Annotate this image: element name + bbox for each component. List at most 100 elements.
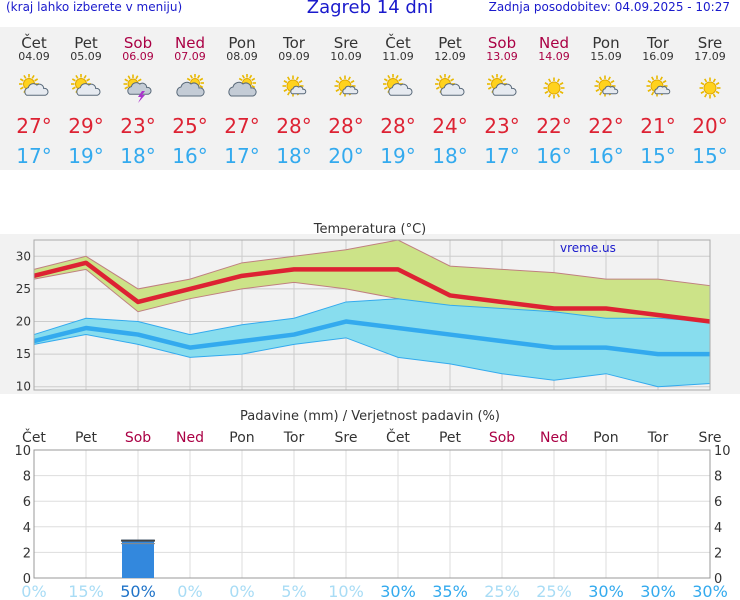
day-date: 14.09 bbox=[538, 50, 570, 63]
x-tick-label: Čet bbox=[22, 428, 46, 446]
precip-bar bbox=[122, 539, 154, 578]
day-date: 04.09 bbox=[18, 50, 50, 63]
precip-probability: 25% bbox=[484, 582, 520, 600]
y-tick-label: 20 bbox=[16, 315, 31, 329]
precip-probability: 15% bbox=[68, 582, 104, 600]
x-tick-label: Pet bbox=[75, 430, 98, 446]
min-temp: 17° bbox=[224, 144, 259, 168]
day-name: Sob bbox=[124, 34, 152, 52]
y-tick-label-right: 8 bbox=[714, 470, 722, 485]
day-name: Pon bbox=[228, 34, 255, 52]
day-date: 05.09 bbox=[70, 50, 102, 63]
min-temp: 15° bbox=[692, 144, 727, 168]
min-temp: 19° bbox=[68, 144, 103, 168]
max-temp: 25° bbox=[172, 114, 207, 138]
min-temp: 18° bbox=[276, 144, 311, 168]
y-tick-label-right: 2 bbox=[714, 546, 722, 561]
day-date: 13.09 bbox=[486, 50, 518, 63]
sun-small-cloud-icon bbox=[282, 75, 307, 97]
storm-icon bbox=[123, 74, 152, 103]
max-temp: 28° bbox=[380, 114, 415, 138]
chart-title: Padavine (mm) / Verjetnost padavin (%) bbox=[240, 409, 500, 424]
min-temp: 17° bbox=[484, 144, 519, 168]
precip-probability: 30% bbox=[588, 582, 624, 600]
min-temp: 20° bbox=[328, 144, 363, 168]
min-temp: 16° bbox=[172, 144, 207, 168]
day-date: 06.09 bbox=[122, 50, 154, 63]
x-tick-label: Pon bbox=[229, 430, 254, 446]
sun-small-cloud-icon bbox=[594, 75, 619, 97]
day-date: 08.09 bbox=[226, 50, 258, 63]
day-icons bbox=[19, 74, 721, 103]
y-tick-label: 0 bbox=[23, 572, 31, 587]
precip-probability: 10% bbox=[328, 582, 364, 600]
day-name: Sob bbox=[488, 34, 516, 52]
x-tick-label: Tor bbox=[283, 430, 305, 446]
x-tick-label: Tor bbox=[647, 430, 669, 446]
day-name: Ned bbox=[539, 34, 569, 52]
x-tick-label: Sre bbox=[699, 430, 722, 446]
day-date: 16.09 bbox=[642, 50, 674, 63]
precip-probability: 0% bbox=[21, 582, 46, 600]
sun-small-cloud-icon bbox=[646, 75, 671, 97]
day-date: 17.09 bbox=[694, 50, 726, 63]
day-date: 10.09 bbox=[330, 50, 362, 63]
sun-small-cloud-icon bbox=[334, 75, 359, 97]
temperature-frame bbox=[33, 239, 711, 391]
day-date: 15.09 bbox=[590, 50, 622, 63]
max-temp: 28° bbox=[328, 114, 363, 138]
y-tick-label: 10 bbox=[14, 444, 31, 459]
precip-frame bbox=[33, 449, 711, 579]
day-name: Sre bbox=[698, 34, 723, 52]
y-tick-label: 30 bbox=[16, 249, 31, 263]
precip-probability: 25% bbox=[536, 582, 572, 600]
watermark: vreme.us bbox=[560, 241, 616, 255]
day-date: 11.09 bbox=[382, 50, 414, 63]
min-temp: 16° bbox=[536, 144, 571, 168]
x-tick-label: Sre bbox=[335, 430, 358, 446]
y-tick-label: 4 bbox=[23, 521, 31, 536]
page-title: Zagreb 14 dni bbox=[306, 0, 434, 18]
sun-icon bbox=[699, 77, 721, 99]
day-name: Čet bbox=[21, 33, 47, 52]
x-tick-label: Pon bbox=[593, 430, 618, 446]
min-temp: 18° bbox=[432, 144, 467, 168]
daily-forecast-strip bbox=[0, 27, 740, 170]
max-temp-line bbox=[33, 260, 711, 324]
sun-cloud-icon bbox=[383, 74, 413, 96]
cloudy-icon bbox=[176, 74, 205, 97]
max-temp: 24° bbox=[432, 114, 467, 138]
max-temp: 27° bbox=[16, 114, 51, 138]
precip-probability: 30% bbox=[380, 582, 416, 600]
max-temp: 22° bbox=[536, 114, 571, 138]
chart-title: Temperatura (°C) bbox=[313, 222, 426, 237]
y-tick-label-right: 0 bbox=[714, 572, 722, 587]
min-temp: 15° bbox=[640, 144, 675, 168]
max-temp: 28° bbox=[276, 114, 311, 138]
y-tick-label: 15 bbox=[16, 347, 31, 361]
min-temp-line bbox=[33, 319, 710, 357]
max-temp: 23° bbox=[484, 114, 519, 138]
min-temp: 18° bbox=[120, 144, 155, 168]
day-date: 07.09 bbox=[174, 50, 206, 63]
precip-probability: 50% bbox=[120, 582, 156, 600]
day-name: Tor bbox=[646, 34, 670, 52]
sun-icon bbox=[543, 77, 565, 99]
x-tick-label: Sob bbox=[489, 430, 515, 446]
x-tick-label: Ned bbox=[176, 430, 204, 446]
sun-cloud-icon bbox=[435, 74, 465, 96]
day-date: 12.09 bbox=[434, 50, 466, 63]
max-temp: 22° bbox=[588, 114, 623, 138]
max-temp: 20° bbox=[692, 114, 727, 138]
day-name: Pon bbox=[592, 34, 619, 52]
precip-probability: 0% bbox=[177, 582, 202, 600]
location-hint[interactable]: (kraj lahko izberete v meniju) bbox=[6, 0, 183, 14]
y-tick-label-right: 6 bbox=[714, 495, 722, 510]
x-tick-label: Ned bbox=[540, 430, 568, 446]
y-tick-label: 10 bbox=[16, 380, 31, 394]
precip-probability: 30% bbox=[692, 582, 728, 600]
day-name: Čet bbox=[385, 33, 411, 52]
min-temp: 17° bbox=[16, 144, 51, 168]
max-temp: 21° bbox=[640, 114, 675, 138]
